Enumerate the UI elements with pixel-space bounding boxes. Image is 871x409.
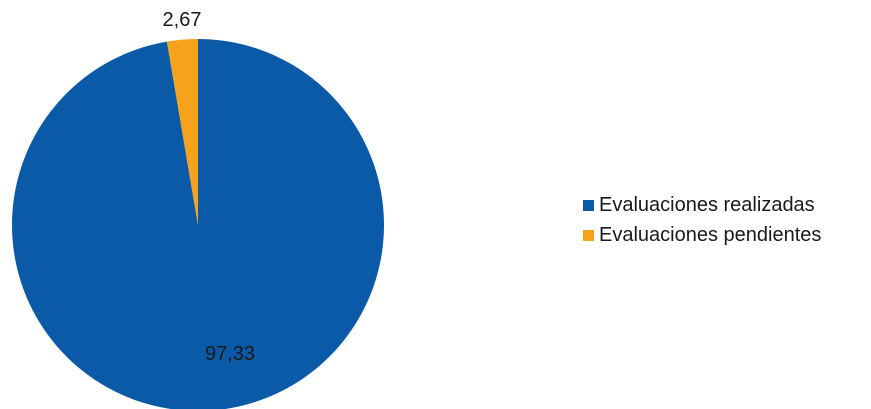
pie-data-labels: 97,33 2,67	[163, 9, 256, 365]
pie-slice-pendientes	[166, 39, 198, 225]
legend-label-realizadas: Evaluaciones realizadas	[599, 193, 815, 216]
legend-label-pendientes: Evaluaciones pendientes	[599, 223, 822, 246]
legend-item-evaluaciones-pendientes: Evaluaciones pendientes	[583, 220, 821, 250]
pie-slices	[12, 39, 384, 409]
chart-legend: Evaluaciones realizadas Evaluaciones pen…	[583, 190, 821, 250]
legend-swatch-pendientes	[583, 229, 594, 241]
data-label-pendientes: 2,67	[163, 9, 202, 31]
data-label-realizadas: 97,33	[205, 343, 255, 365]
legend-swatch-realizadas	[583, 199, 594, 211]
pie-slice-realizadas	[12, 39, 384, 409]
legend-item-evaluaciones-realizadas: Evaluaciones realizadas	[583, 190, 821, 220]
